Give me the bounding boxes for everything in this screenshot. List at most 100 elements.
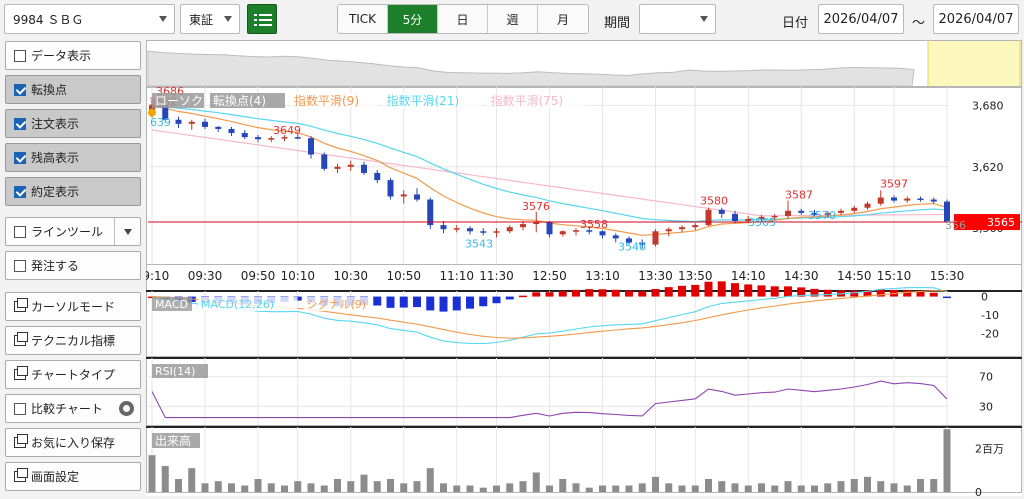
technical-indicator-button[interactable]: テクニカル指標 <box>5 326 141 355</box>
gear-icon[interactable] <box>119 401 134 416</box>
volume-bar <box>201 483 209 492</box>
legend-label: ローソク <box>155 94 203 108</box>
candle-body <box>944 201 950 223</box>
legend-chip <box>152 93 204 108</box>
legend-chip <box>383 93 482 108</box>
macd-histogram-bar <box>903 290 912 297</box>
volume-bar <box>744 485 752 492</box>
macd-histogram-bar <box>678 285 686 297</box>
chevron-down-icon <box>224 16 232 22</box>
macd-histogram-bar <box>625 290 633 297</box>
chart-svg[interactable]: 09:10 09:30 09:50 10:10 10:30 10:50 11:10 11:30… <box>135 40 1022 499</box>
candle-body <box>520 224 526 228</box>
volume-bar <box>148 455 156 492</box>
candle-body <box>427 199 434 226</box>
volume-bar <box>824 483 832 492</box>
turning-point-label: 3540 <box>618 241 646 254</box>
macd-histogram-bar <box>691 284 700 297</box>
list-menu-button[interactable] <box>247 4 277 34</box>
candle-body <box>599 231 606 236</box>
tab-label: 月 <box>556 12 569 27</box>
volume-bar <box>320 485 328 492</box>
volume-bar <box>493 485 500 492</box>
tab-week[interactable]: 週 <box>488 5 538 33</box>
volume-bar <box>877 481 885 492</box>
macd-histogram-bar <box>399 296 408 308</box>
checkbox-checked-icon <box>14 185 26 198</box>
candle-body <box>188 121 195 124</box>
sidebar-item-label: お気に入り保存 <box>31 436 116 450</box>
macd-histogram-bar <box>598 289 607 297</box>
x-tick-label: 10:30 <box>333 269 368 283</box>
candle-body <box>864 203 871 208</box>
legend-label: 指数平滑(21) <box>387 93 460 108</box>
candle-body <box>665 229 672 232</box>
legend-label: シグナル(9) <box>307 297 367 311</box>
macd-histogram-bar <box>916 291 925 297</box>
turning-point-toggle[interactable]: 転換点 <box>5 75 141 104</box>
tab-month[interactable]: 月 <box>538 5 588 33</box>
chevron-down-icon[interactable] <box>114 218 140 245</box>
volume-bar <box>758 483 765 492</box>
date-from-field[interactable]: 2026/04/07 <box>818 4 904 34</box>
legend-label: RSI(14) <box>155 365 195 378</box>
period-select[interactable] <box>639 4 716 34</box>
macd-histogram-bar <box>717 281 726 297</box>
candle-body <box>626 238 632 243</box>
cursor-mode-button[interactable]: カーソルモード <box>5 292 141 321</box>
legend-chip <box>152 297 192 311</box>
line-tool-toggle[interactable]: ラインツール <box>5 217 141 246</box>
screen-settings-button[interactable]: 画面設定 <box>5 462 141 491</box>
candle-body <box>705 209 712 226</box>
rsi-y-tick-label: 30 <box>979 400 993 413</box>
chart-area[interactable]: 09:10 09:30 09:50 10:10 10:30 10:50 11:10 11:30… <box>135 40 1022 499</box>
date-to-field[interactable]: 2026/04/07 <box>933 4 1019 34</box>
x-tick-label: 15:30 <box>930 269 965 283</box>
rsi-y-tick-label: 70 <box>979 371 993 384</box>
tab-tick[interactable]: TICK <box>338 5 388 33</box>
symbol-value: 9984 ＳＢＧ <box>13 12 84 27</box>
place-order-toggle[interactable]: 発注する <box>5 251 141 280</box>
tab-label: 5分 <box>402 12 423 27</box>
candle-body <box>586 230 593 232</box>
macd-histogram-bar <box>797 287 806 297</box>
chart-background <box>146 40 1022 496</box>
chart-type-button[interactable]: チャートタイプ <box>5 360 141 389</box>
toolbar: 9984 ＳＢＧ 東証 TICK 5分 日 週 月 期間 日付 2026/04/… <box>0 0 1024 38</box>
volume-bar <box>453 485 461 492</box>
candle-body <box>917 198 924 201</box>
data-display-toggle[interactable]: データ表示 <box>5 41 141 70</box>
execution-display-toggle[interactable]: 約定表示 <box>5 177 141 206</box>
candle-body <box>480 231 487 233</box>
symbol-select[interactable]: 9984 ＳＢＧ <box>4 4 175 34</box>
rsi-line <box>151 380 948 419</box>
x-tick-label: 13:10 <box>585 269 620 283</box>
compare-chart-toggle[interactable]: 比較チャート <box>5 394 141 423</box>
market-select[interactable]: 東証 <box>180 4 240 34</box>
save-favorite-button[interactable]: お気に入り保存 <box>5 428 141 457</box>
balance-display-toggle[interactable]: 残高表示 <box>5 143 141 172</box>
candle-body <box>493 231 500 233</box>
date-label: 日付 <box>782 16 809 31</box>
candle-body <box>467 228 473 232</box>
chevron-down-icon <box>159 16 167 22</box>
volume-bar <box>665 483 673 492</box>
legend-chip <box>487 93 586 108</box>
volume-bar <box>400 483 408 492</box>
order-display-toggle[interactable]: 注文表示 <box>5 109 141 138</box>
macd-histogram-bar <box>731 283 739 297</box>
volume-bar <box>281 485 288 492</box>
macd-histogram-bar <box>664 287 673 297</box>
date-from-value: 2026/04/07 <box>823 11 899 27</box>
sidebar-item-label: 発注する <box>31 259 80 273</box>
tab-5min[interactable]: 5分 <box>388 5 438 33</box>
tab-day[interactable]: 日 <box>438 5 488 33</box>
candle-body <box>202 121 208 127</box>
candle-body <box>745 218 752 222</box>
candle-body <box>414 194 420 200</box>
volume-bar <box>440 483 447 492</box>
candle-body <box>374 172 381 181</box>
candle-body <box>679 227 685 230</box>
volume-bar <box>811 485 818 492</box>
volume-bar <box>546 485 553 492</box>
